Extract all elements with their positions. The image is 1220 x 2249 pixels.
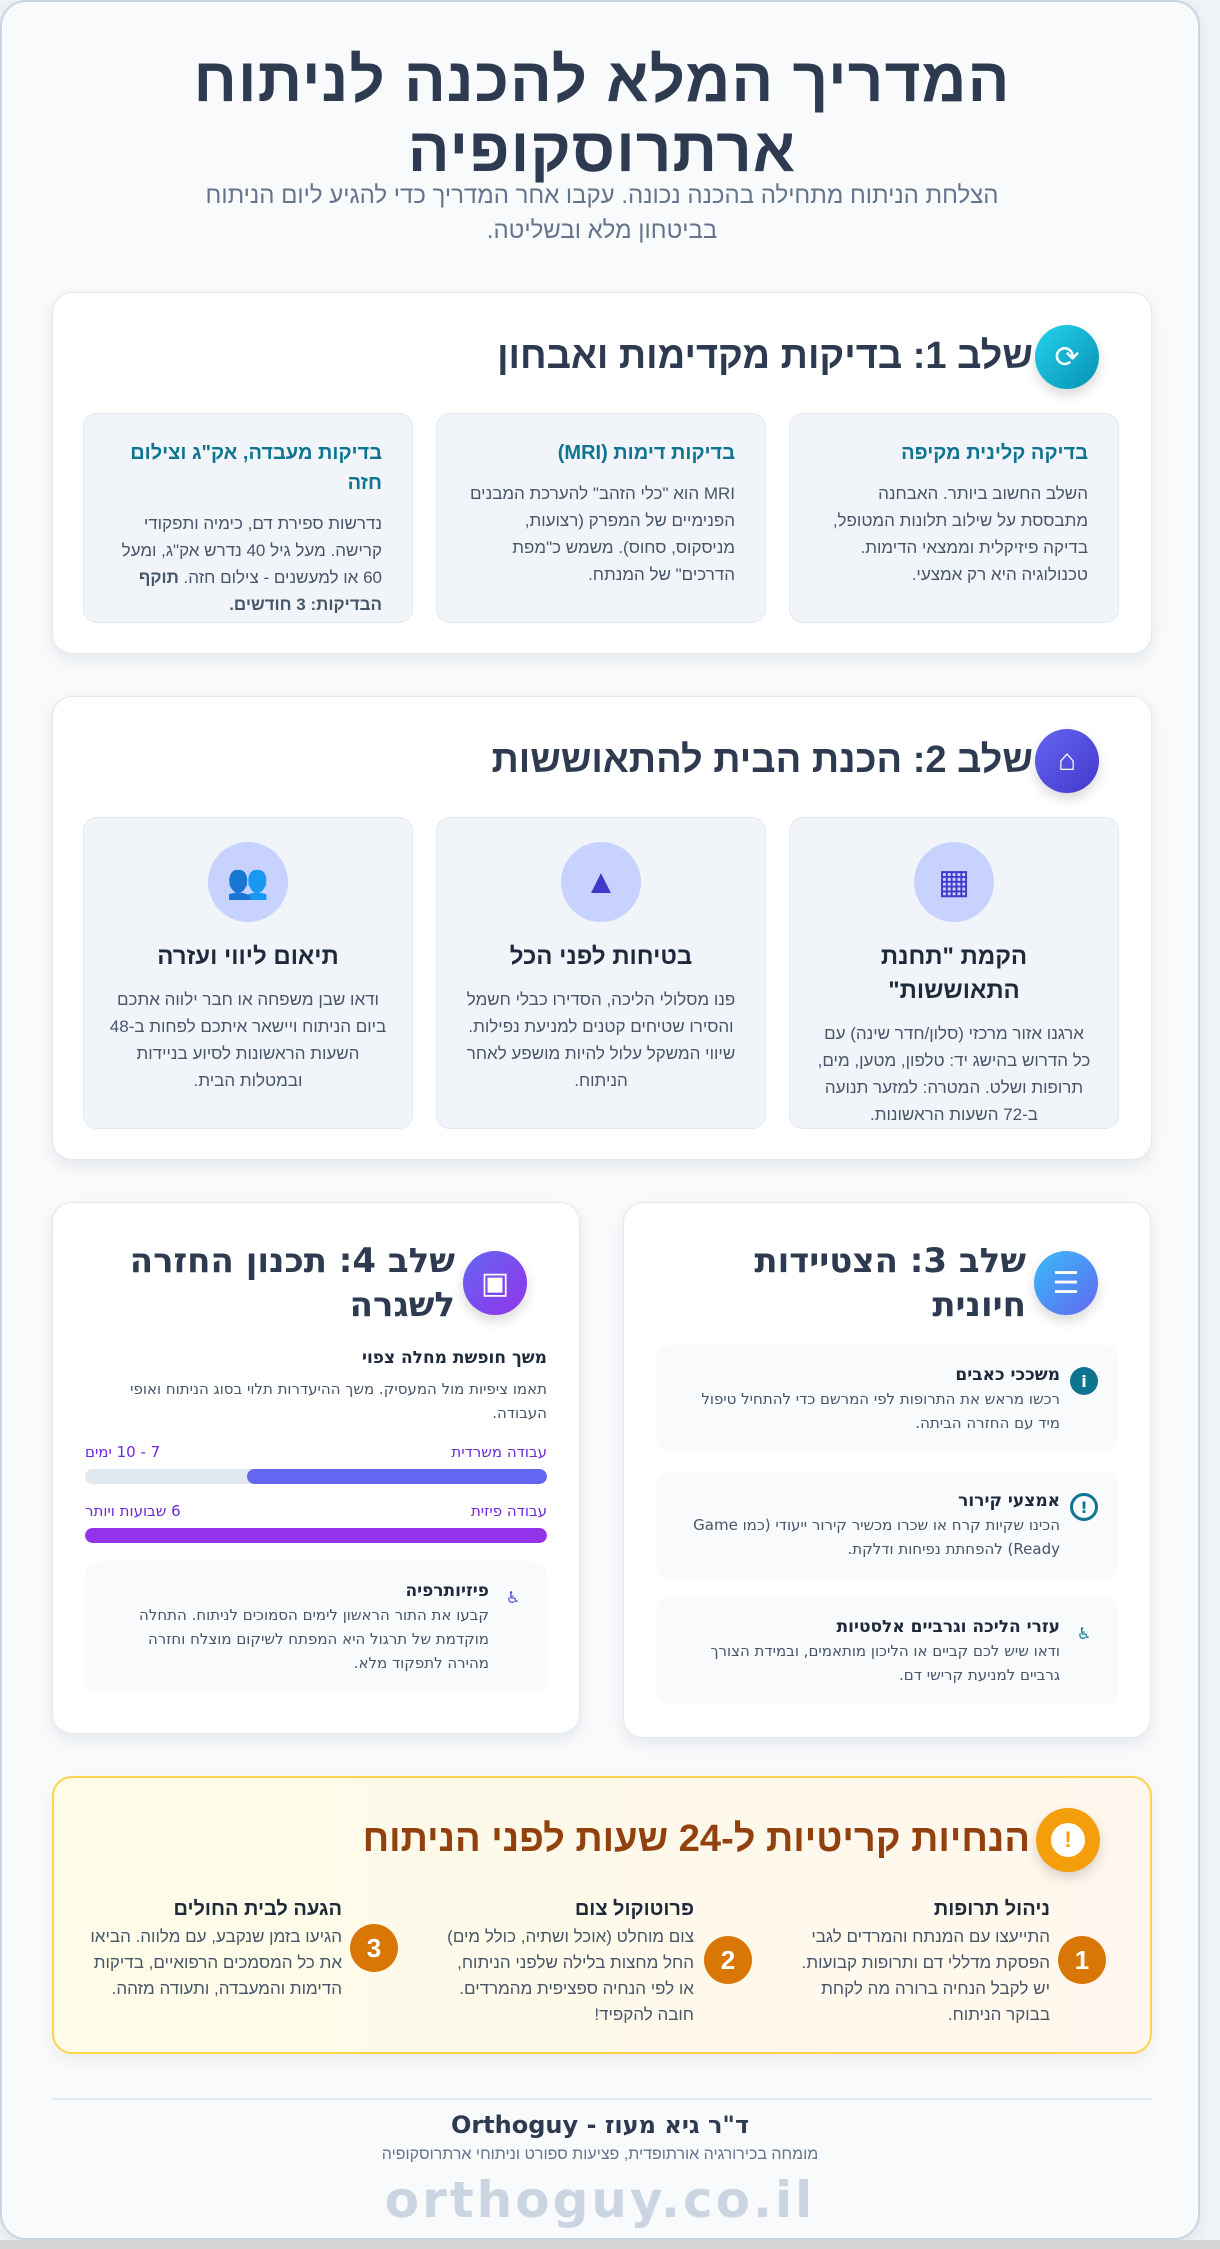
step-number-3: 3 [350, 1924, 398, 1972]
item-text: רכשו מראש את התרופות לפי המרשם כדי להתחי… [701, 1390, 1060, 1432]
calendar-icon: ▣ [463, 1251, 527, 1315]
footer-name: ד"ר גיא מעוז - Orthoguy [450, 2111, 750, 2139]
people-icon: 👥 [208, 842, 288, 922]
physical-progress-fill [85, 1528, 547, 1543]
sync-icon: ⟳ [1035, 325, 1099, 389]
item-text: צום מוחלט (אוכל ושתיה, כולל מים) החל מחצ… [447, 1927, 694, 2024]
item-text: השלב החשוב ביותר. האבחנה מתבססת על שילוב… [832, 484, 1088, 584]
item-text: ודאו שבן משפחה או חבר ילווה אתכם ביום הנ… [109, 990, 387, 1090]
item-title: בדיקות דימות (MRI) [557, 442, 735, 464]
step2-title: שלב 2: הכנת הבית להתאוששות [491, 739, 1033, 781]
item-text: ודאו שיש לכם קביים או הליכון מותאמים, וב… [710, 1642, 1060, 1684]
step3-title: שלב 3: הצטיידות חיונית [754, 1241, 1026, 1325]
footer-watermark: orthoguy.co.il [384, 2171, 816, 2229]
leave-text: תאמו ציפיות מול המעסיק. משך ההיעדרות תלו… [130, 1380, 547, 1422]
step1-item: בדיקות מעבדה, אק"ג וצילום חזה נדרשות ספיר… [83, 413, 413, 623]
step1-title: שלב 1: בדיקות מקדימות ואבחון [497, 335, 1033, 377]
info-icon: i [1070, 1367, 1098, 1395]
step4-title: שלב 4: תכנון החזרה לשגרה [129, 1241, 455, 1325]
step4-header: ▣ שלב 4: תכנון החזרה לשגרה [85, 1239, 527, 1327]
step3-card: ☰ שלב 3: הצטיידות חיונית i משככי כאבים רכש… [623, 1202, 1151, 1738]
step2-item: 👥 תיאום ליווי ועזרה ודאו שבן משפחה או חבר … [83, 817, 413, 1129]
step-number-2: 2 [704, 1936, 752, 1984]
item-text: MRI הוא "כלי הזהב" להערכת המבנים הפנימיי… [469, 484, 735, 584]
item-title: פרוטוקול צום [574, 1898, 694, 1920]
leave-title: משך חופשת מחלה צפוי [361, 1348, 547, 1368]
step3-item: i משככי כאבים רכשו מראש את התרופות לפי המר… [656, 1345, 1118, 1453]
item-title: עזרי הליכה וגרביים אלסטיות [836, 1617, 1061, 1637]
physical-progress-bar [85, 1528, 547, 1543]
item-text: ארגנו אזור מרכזי (סלון/חדר שינה) עם כל ה… [817, 1024, 1091, 1124]
step3-header: ☰ שלב 3: הצטיידות חיונית [656, 1239, 1098, 1327]
step1-card: ⟳ שלב 1: בדיקות מקדימות ואבחון בדיקה קלי… [52, 292, 1152, 654]
leave-section: משך חופשת מחלה צפוי תאמו ציפיות מול המעס… [85, 1345, 547, 1425]
step4-card: ▣ שלב 4: תכנון החזרה לשגרה משך חופשת מחל… [52, 1202, 580, 1734]
page-title: המדריך המלא להכנה לניתוח ארתרוסקופיה [193, 46, 1011, 185]
item-title: ניהול תרופות [933, 1898, 1050, 1920]
step2-item: ▦ הקמת "תחנת התאוששות" ארגנו אזור מרכזי (ס… [789, 817, 1119, 1129]
item-title: הקמת "תחנת התאוששות" [880, 943, 1028, 1004]
physical-bar-value: 6 שבועות ויותר [85, 1502, 181, 1520]
physio-title: פיזיותרפיה [405, 1581, 489, 1601]
footer-tagline: מומחה בכירורגיה אורתופדית, פציעות ספורט … [381, 2146, 819, 2163]
physical-bar-label: עבודה פיזית [470, 1502, 547, 1520]
alert-circle-icon: ! [1070, 1493, 1098, 1521]
exclamation-icon: ! [1036, 1808, 1100, 1872]
item-text: נדרשות ספירת דם, כימיה ותפקודי קרישה. מע… [114, 510, 382, 618]
item-text: הגיעו בזמן שנקבע, עם מלווה. הביאו את כל … [90, 1927, 342, 1998]
equipment-icon: ☰ [1034, 1251, 1098, 1315]
item-text-bold: תוקף הבדיקות: 3 חודשים. [138, 568, 382, 614]
physio-text: קבעו את התור הראשון לימים הסמוכים לניתוח… [139, 1606, 489, 1672]
item-title: בדיקות מעבדה, אק"ג וצילום חזה [130, 442, 382, 494]
warning-icon: ▲ [561, 842, 641, 922]
item-title: תיאום ליווי ועזרה [157, 943, 339, 970]
physical-bar-group: עבודה פיזית 6 שבועות ויותר [85, 1502, 547, 1543]
home-icon: ⌂ [1035, 729, 1099, 793]
item-title: אמצעי קירור [958, 1491, 1060, 1511]
footer-divider [52, 2098, 1152, 2100]
step2-item: ▲ בטיחות לפני הכל פנו מסלולי הליכה, הסדירו… [436, 817, 766, 1129]
office-bar-group: עבודה משרדית 7 - 10 ימים [85, 1443, 547, 1484]
office-progress-fill [246, 1469, 547, 1484]
item-title: משככי כאבים [955, 1365, 1060, 1385]
critical-title: הנחיות קריטיות ל-24 שעות לפני הניתוח [362, 1818, 1030, 1860]
step2-card: ⌂ שלב 2: הכנת הבית להתאוששות ▦ הקמת "תחנת… [52, 696, 1152, 1160]
accessibility-icon: ♿ [1076, 1623, 1092, 1643]
step1-item: בדיקה קלינית מקיפה השלב החשוב ביותר. האבח… [789, 413, 1119, 623]
item-text-main: נדרשות ספירת דם, כימיה ותפקודי קרישה. מע… [121, 514, 382, 587]
critical-card: ! הנחיות קריטיות ל-24 שעות לפני הניתוח 1… [52, 1776, 1152, 2054]
step1-item: בדיקות דימות (MRI) MRI הוא "כלי הזהב" להע… [436, 413, 766, 623]
item-text: פנו מסלולי הליכה, הסדירו כבלי חשמל והסיר… [466, 990, 736, 1090]
item-title: בטיחות לפני הכל [509, 943, 693, 970]
office-progress-bar [85, 1469, 547, 1484]
item-text: התייעצו עם המנתח והמרדים לגבי הפסקת מדלל… [801, 1927, 1050, 2024]
step-number-1: 1 [1058, 1936, 1106, 1984]
step3-item: ♿ עזרי הליכה וגרביים אלסטיות ודאו שיש לכם … [656, 1597, 1118, 1705]
item-title: בדיקה קלינית מקיפה [901, 442, 1088, 464]
physio-box: ♿ פיזיותרפיה קבעו את התור הראשון לימים הסמ… [85, 1561, 547, 1693]
page-subtitle: הצלחת הניתוח מתחילה בהכנה נכונה. עקבו אח… [205, 182, 999, 244]
station-icon: ▦ [914, 842, 994, 922]
item-text: הכינו שקיות קרח או שכרו מכשיר קירור ייעו… [693, 1516, 1060, 1558]
step3-item: ! אמצעי קירור הכינו שקיות קרח או שכרו מכשי… [656, 1471, 1118, 1579]
critical-item: הגעה לבית החולים הגיעו בזמן שנקבע, עם מלו… [86, 1894, 342, 2002]
office-bar-label: עבודה משרדית [451, 1443, 547, 1461]
accessibility-icon: ♿ [505, 1587, 521, 1607]
critical-item: ניהול תרופות התייעצו עם המנתח והמרדים לגב… [794, 1894, 1050, 2028]
critical-item: פרוטוקול צום צום מוחלט (אוכל ושתיה, כולל … [438, 1894, 694, 2028]
bottom-strip [0, 2240, 1220, 2249]
item-title: הגעה לבית החולים [173, 1898, 342, 1920]
office-bar-value: 7 - 10 ימים [85, 1443, 161, 1461]
page-container: המדריך המלא להכנה לניתוח ארתרוסקופיה הצל… [0, 0, 1200, 2240]
